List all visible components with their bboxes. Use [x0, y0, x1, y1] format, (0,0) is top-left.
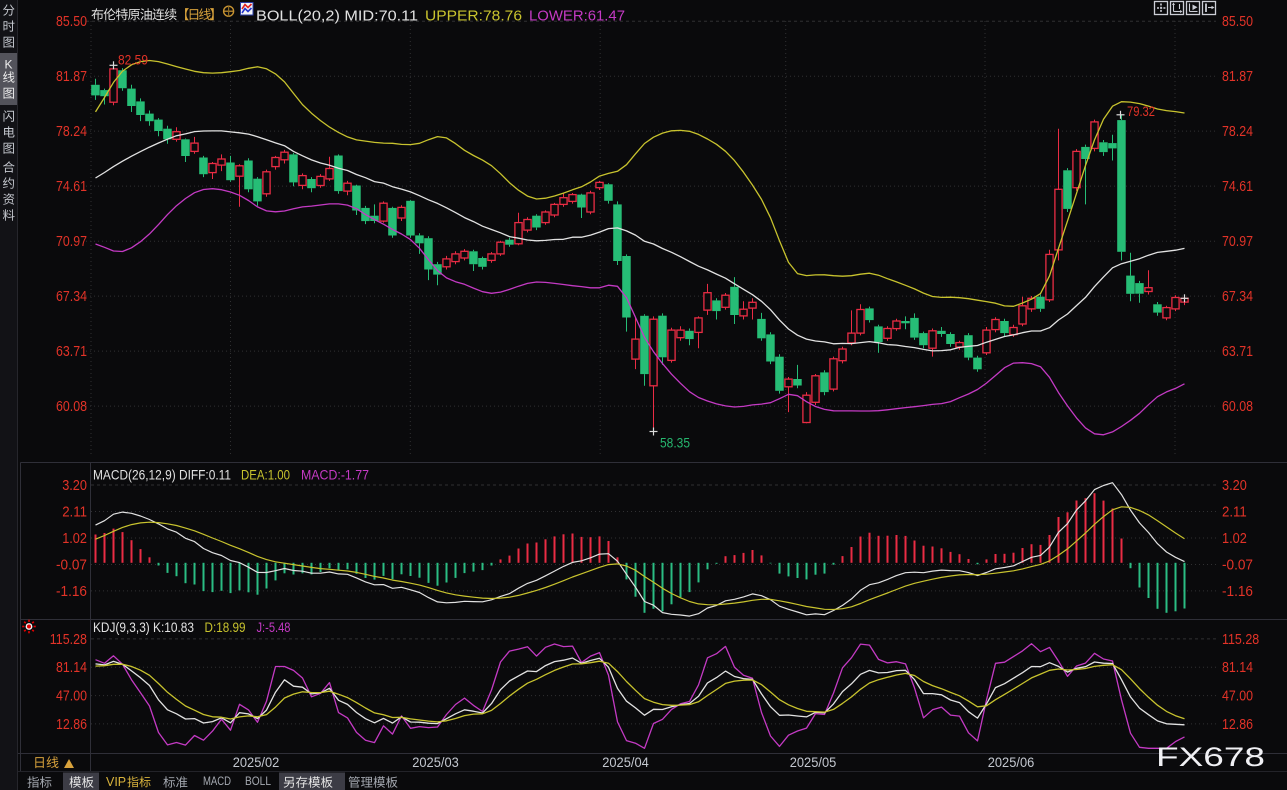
svg-text:2.11: 2.11: [62, 505, 87, 521]
svg-text:MACD(26,12,9) DIFF:0.11: MACD(26,12,9) DIFF:0.11: [93, 467, 231, 483]
svg-text:KDJ(9,3,3) K:10.83: KDJ(9,3,3) K:10.83: [93, 619, 194, 635]
svg-text:K: K: [4, 58, 12, 72]
svg-text:63.71: 63.71: [1222, 344, 1253, 360]
svg-text:-1.16: -1.16: [56, 584, 87, 600]
svg-text:63.71: 63.71: [56, 344, 87, 360]
svg-text:60.08: 60.08: [1222, 399, 1253, 415]
svg-text:J:-5.48: J:-5.48: [257, 619, 291, 635]
svg-text:2.11: 2.11: [1222, 505, 1247, 521]
svg-text:70.97: 70.97: [1222, 234, 1253, 250]
svg-text:BOLL: BOLL: [245, 776, 272, 788]
svg-text:115.28: 115.28: [50, 632, 87, 648]
svg-text:67.34: 67.34: [1222, 289, 1253, 305]
svg-text:82.59: 82.59: [118, 51, 148, 67]
svg-text:12.86: 12.86: [56, 717, 87, 733]
svg-text:81.87: 81.87: [56, 69, 87, 85]
svg-text:58.35: 58.35: [660, 435, 690, 451]
svg-text:81.87: 81.87: [1222, 69, 1253, 85]
svg-text:81.14: 81.14: [1222, 660, 1253, 676]
svg-text:D:18.99: D:18.99: [205, 619, 246, 635]
svg-text:3.20: 3.20: [1222, 478, 1247, 494]
svg-text:2025/05: 2025/05: [790, 754, 837, 770]
svg-text:2025/04: 2025/04: [602, 754, 649, 770]
svg-text:UPPER:78.76: UPPER:78.76: [425, 9, 522, 25]
svg-text:67.34: 67.34: [56, 289, 87, 305]
svg-text:VIP: VIP: [106, 775, 126, 789]
svg-text:BOLL(20,2) MID:70.11: BOLL(20,2) MID:70.11: [256, 9, 418, 25]
svg-text:78.24: 78.24: [56, 124, 87, 140]
svg-text:2025/03: 2025/03: [412, 754, 459, 770]
svg-text:60.08: 60.08: [56, 399, 87, 415]
svg-text:70.97: 70.97: [56, 234, 87, 250]
svg-text:81.14: 81.14: [56, 660, 87, 676]
svg-text:115.28: 115.28: [1222, 632, 1259, 648]
svg-text:FX678: FX678: [1156, 742, 1265, 772]
svg-text:78.24: 78.24: [1222, 124, 1253, 140]
svg-text:3.20: 3.20: [62, 478, 87, 494]
svg-text:47.00: 47.00: [1222, 689, 1253, 705]
svg-text:12.86: 12.86: [1222, 717, 1253, 733]
svg-text:85.50: 85.50: [1222, 14, 1253, 30]
svg-text:1.02: 1.02: [1222, 531, 1247, 547]
svg-text:74.61: 74.61: [1222, 179, 1253, 195]
svg-text:2025/06: 2025/06: [988, 754, 1035, 770]
svg-text:MACD:-1.77: MACD:-1.77: [301, 467, 369, 483]
svg-text:LOWER:61.47: LOWER:61.47: [529, 9, 625, 25]
svg-text:74.61: 74.61: [56, 179, 87, 195]
svg-text:79.32: 79.32: [1127, 103, 1155, 119]
svg-text:47.00: 47.00: [56, 689, 87, 705]
svg-text:MACD: MACD: [203, 776, 231, 788]
svg-text:2025/02: 2025/02: [233, 754, 280, 770]
svg-text:-1.16: -1.16: [1222, 584, 1253, 600]
svg-text:DEA:1.00: DEA:1.00: [241, 467, 290, 483]
svg-text:-0.07: -0.07: [1222, 558, 1253, 574]
svg-text:-0.07: -0.07: [56, 558, 87, 574]
svg-text:1.02: 1.02: [62, 531, 87, 547]
svg-text:85.50: 85.50: [56, 14, 87, 30]
